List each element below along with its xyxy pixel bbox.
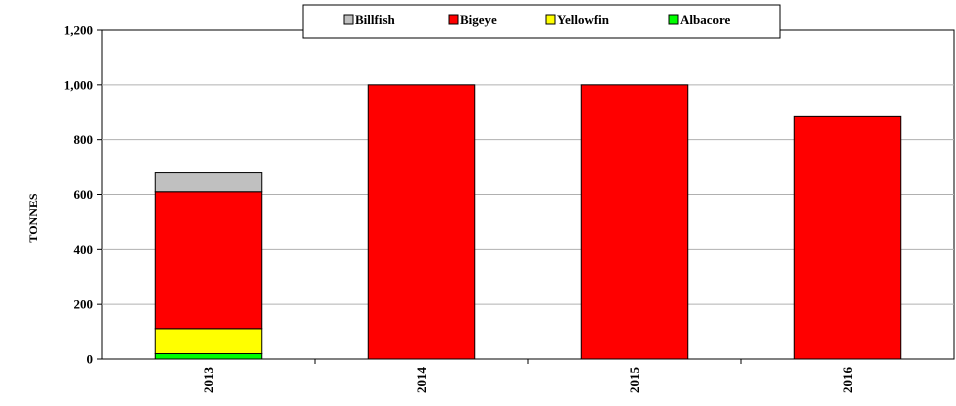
x-tick-label: 2015 xyxy=(627,367,642,394)
legend-label-billfish: Billfish xyxy=(355,12,396,27)
bar-bigeye-2015 xyxy=(580,84,689,360)
y-tick-label: 200 xyxy=(74,297,94,312)
legend-label-bigeye: Bigeye xyxy=(460,12,497,27)
legend-swatch-billfish xyxy=(343,14,354,25)
x-tick-label: 2016 xyxy=(840,367,855,394)
y-tick-label: 400 xyxy=(74,242,94,257)
y-tick-label: 1,200 xyxy=(64,23,93,38)
y-tick-label: 0 xyxy=(87,352,94,367)
bars xyxy=(154,84,902,360)
bar-billfish-2013 xyxy=(154,172,263,193)
bar-yellowfin-2013 xyxy=(154,328,263,355)
legend-label-yellowfin: Yellowfin xyxy=(557,12,610,27)
bar-bigeye-2014 xyxy=(367,84,476,360)
legend-box xyxy=(302,4,781,39)
legend-label-albacore: Albacore xyxy=(680,12,731,27)
y-tick-label: 600 xyxy=(74,187,94,202)
legend-swatch-albacore xyxy=(668,14,679,25)
bar-albacore-2013 xyxy=(154,353,263,360)
x-tick-label: 2013 xyxy=(201,367,216,394)
y-tick-label: 1,000 xyxy=(64,77,93,92)
bar-bigeye-2016 xyxy=(793,115,902,360)
y-axis: 0 200 400 600 800 1,000 1,200 xyxy=(64,23,102,367)
y-axis-title: TONNES xyxy=(26,193,40,242)
legend-swatch-yellowfin xyxy=(545,14,556,25)
x-axis: 2013 2014 2015 2016 xyxy=(201,359,855,393)
y-tick-label: 800 xyxy=(74,132,94,147)
legend: Billfish Bigeye Yellowfin Albacore xyxy=(302,4,781,39)
bar-bigeye-2013 xyxy=(154,191,263,330)
legend-swatch-bigeye xyxy=(448,14,459,25)
x-tick-label: 2014 xyxy=(414,367,429,394)
